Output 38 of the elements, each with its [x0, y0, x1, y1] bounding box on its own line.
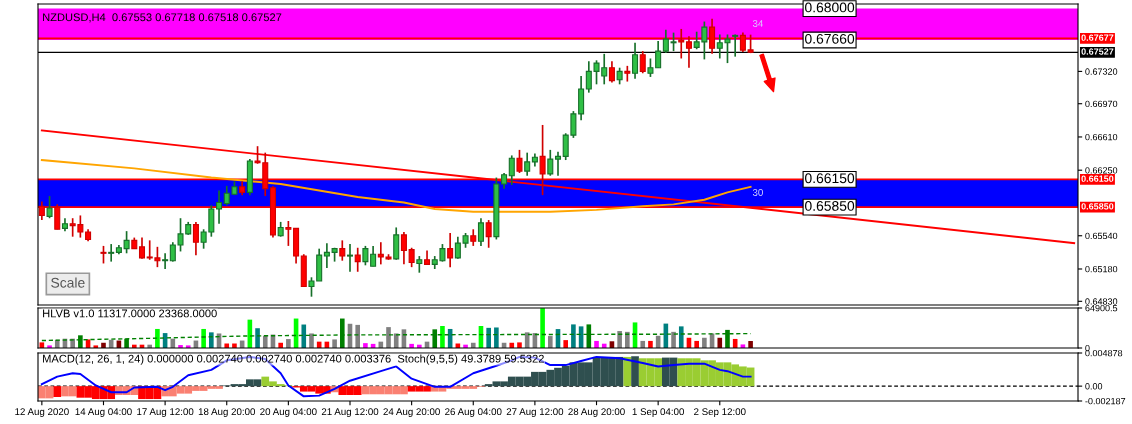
y-tick-label: 0	[1085, 344, 1090, 352]
band-label: 34	[752, 20, 764, 27]
x-tick-label: 26 Aug 04:00	[445, 408, 502, 418]
y-tick-label: 0.66610	[1085, 133, 1118, 141]
annotation: Scale	[51, 277, 85, 288]
ref-line-label: 0.66150	[1081, 175, 1114, 182]
x-tick-label: 1 Sep 04:00	[632, 408, 684, 418]
x-tick-label: 17 Aug 12:00	[137, 408, 194, 418]
ref-line-label: 0.67527	[1081, 48, 1114, 55]
chart-title: MACD(12, 26, 1, 24) 0.000000 0.002740 0.002740 0.002740 0.003376 Stoch(9,5,5) 49.3789 59.5322	[43, 354, 544, 365]
annotation: 0.65850	[805, 201, 855, 211]
y-tick-label: 0.66250	[1085, 167, 1118, 174]
x-tick-label: 14 Aug 04:00	[75, 408, 132, 418]
x-tick-label: 28 Aug 20:00	[568, 408, 625, 418]
y-tick-label: 0.64830	[1085, 298, 1118, 305]
ref-line-label: 0.65850	[1081, 203, 1114, 210]
y-tick-label: 0.67320	[1085, 68, 1118, 75]
y-tick-label: 0.004878	[1085, 349, 1123, 357]
text: NZDUSD,H4 0.67553 0.67718 0.67518 0.67527	[43, 13, 282, 23]
y-tick-label: 0.00	[1085, 383, 1103, 390]
band-label: 30	[752, 189, 763, 196]
chart-title: HLVB v1.0 11317.0000 23368.0000	[43, 309, 217, 318]
y-tick-label: 0.65540	[1085, 232, 1118, 240]
x-tick-label: 24 Aug 20:00	[383, 408, 440, 418]
x-tick-label: 27 Aug 12:00	[506, 408, 564, 418]
x-tick-label: 18 Aug 20:00	[198, 408, 256, 418]
annotation: 0.67660	[805, 33, 855, 44]
annotation: 0.66150	[805, 173, 855, 184]
x-tick-label: 21 Aug 12:00	[321, 408, 379, 418]
ref-line-label: 0.67677	[1081, 34, 1114, 41]
x-tick-label: 20 Aug 04:00	[260, 408, 317, 418]
y-tick-label: -0.002187	[1085, 397, 1126, 405]
annotation: 0.68000	[805, 2, 855, 13]
y-tick-label: 64900.5	[1085, 304, 1118, 312]
y-tick-label: 0.66970	[1085, 100, 1118, 108]
x-tick-label: 12 Aug 2020	[15, 408, 69, 418]
x-tick-label: 2 Sep 12:00	[694, 408, 746, 418]
y-tick-label: 0.65180	[1085, 265, 1118, 273]
